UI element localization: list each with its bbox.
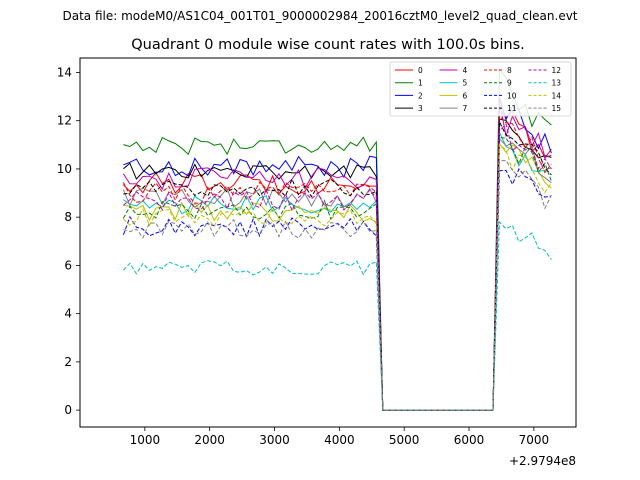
x-tick-label: 6000 bbox=[454, 433, 485, 447]
series-line-13 bbox=[123, 220, 552, 411]
series-line-14 bbox=[123, 143, 552, 411]
figure-suptitle: Data file: modeM0/AS1C04_001T01_90000029… bbox=[62, 9, 577, 23]
legend-label-2: 2 bbox=[418, 91, 423, 100]
x-tick-label: 5000 bbox=[389, 433, 420, 447]
legend-label-6: 6 bbox=[463, 91, 468, 100]
series-line-11 bbox=[123, 121, 552, 411]
legend-label-9: 9 bbox=[507, 79, 512, 88]
y-tick-label: 14 bbox=[57, 65, 72, 79]
x-tick-label: 4000 bbox=[324, 433, 355, 447]
legend-label-0: 0 bbox=[418, 66, 423, 75]
x-offset-label: +2.9794e8 bbox=[509, 454, 576, 468]
legend-label-15: 15 bbox=[552, 104, 562, 113]
legend-label-12: 12 bbox=[552, 66, 562, 75]
chart-title: Quadrant 0 module wise count rates with … bbox=[131, 37, 525, 53]
legend-label-3: 3 bbox=[418, 104, 423, 113]
y-tick-label: 6 bbox=[64, 258, 72, 272]
series-line-15 bbox=[123, 160, 552, 411]
x-tick-label: 2000 bbox=[194, 433, 225, 447]
legend-label-5: 5 bbox=[463, 79, 468, 88]
legend-label-13: 13 bbox=[552, 79, 562, 88]
x-tick-label: 3000 bbox=[259, 433, 290, 447]
y-tick-label: 10 bbox=[57, 162, 72, 176]
legend-label-7: 7 bbox=[463, 104, 468, 113]
y-tick-label: 0 bbox=[64, 403, 72, 417]
legend-label-4: 4 bbox=[463, 66, 468, 75]
y-tick-label: 2 bbox=[64, 355, 72, 369]
x-tick-label: 7000 bbox=[519, 433, 550, 447]
y-tick-label: 8 bbox=[64, 210, 72, 224]
x-tick-label: 1000 bbox=[130, 433, 161, 447]
x-axis: 1000 2000 3000 4000 5000 6000 7000 bbox=[130, 427, 550, 447]
legend-label-11: 11 bbox=[507, 104, 517, 113]
y-axis: 0 2 4 6 8 10 12 14 bbox=[57, 65, 80, 417]
series-layer bbox=[122, 68, 552, 411]
plot-background bbox=[80, 58, 576, 427]
legend-frame bbox=[389, 61, 572, 117]
legend-label-8: 8 bbox=[507, 66, 512, 75]
legend-label-1: 1 bbox=[418, 79, 423, 88]
legend-label-10: 10 bbox=[507, 91, 517, 100]
legend-label-14: 14 bbox=[552, 91, 562, 100]
y-tick-label: 4 bbox=[64, 307, 72, 321]
y-tick-label: 12 bbox=[57, 114, 72, 128]
axes-frame bbox=[79, 57, 577, 428]
